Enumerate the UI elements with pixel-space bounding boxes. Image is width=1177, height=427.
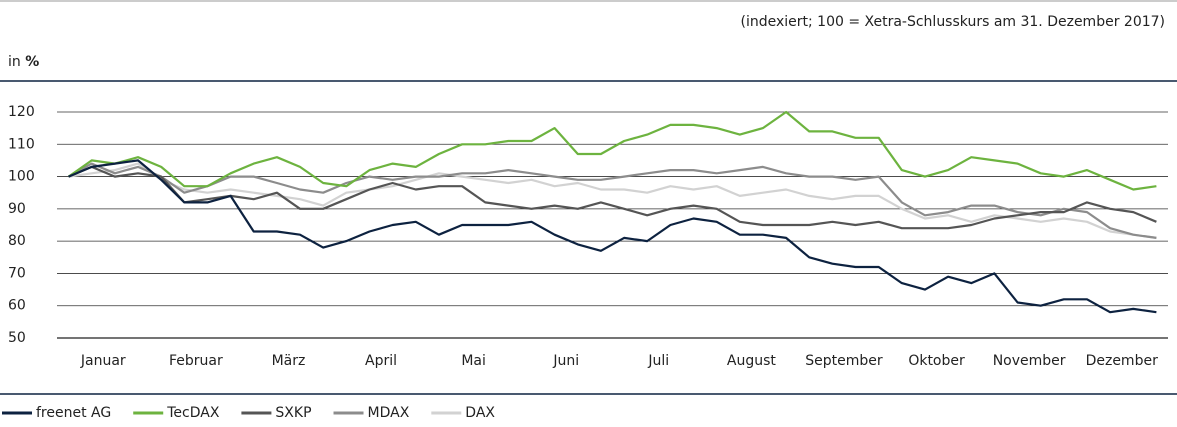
y-tick-label: 100: [8, 169, 35, 185]
x-tick-label: August: [727, 353, 777, 369]
chart-subtitle: (indexiert; 100 = Xetra-Schlusskurs am 3…: [740, 14, 1165, 30]
x-tick-label: Mai: [461, 353, 486, 369]
x-tick-label: Dezember: [1086, 353, 1158, 369]
y-tick-label: 80: [8, 233, 26, 249]
x-tick-label: Juni: [552, 353, 579, 369]
y-tick-label: 50: [8, 330, 26, 346]
x-tick-label: Oktober: [908, 353, 965, 369]
y-tick-label: 90: [8, 201, 26, 217]
series-line: [68, 162, 1157, 239]
x-tick-label: November: [993, 353, 1066, 369]
legend-label: freenet AG: [36, 405, 111, 421]
y-label-unit: %: [25, 54, 39, 70]
x-tick-label: April: [365, 353, 397, 369]
series-line: [68, 165, 1157, 230]
x-tick-label: März: [272, 353, 306, 369]
series-line: [68, 159, 1157, 314]
y-label-text: in: [8, 54, 21, 70]
y-tick-label: 60: [8, 298, 26, 314]
x-tick-label: September: [805, 353, 883, 369]
x-tick-label: Februar: [169, 353, 223, 369]
legend-label: TecDAX: [166, 405, 220, 421]
y-tick-label: 70: [8, 265, 26, 281]
series-line: [68, 162, 1157, 239]
y-tick-label: 110: [8, 136, 35, 152]
y-tick-label: 120: [8, 104, 35, 120]
y-axis-label: in %: [8, 54, 39, 70]
x-tick-label: Juli: [647, 353, 669, 369]
legend-label: SXKP: [275, 405, 311, 421]
legend-label: DAX: [465, 405, 495, 421]
x-tick-label: Januar: [80, 353, 126, 369]
legend-label: MDAX: [368, 405, 410, 421]
series-line: [67, 110, 1157, 191]
